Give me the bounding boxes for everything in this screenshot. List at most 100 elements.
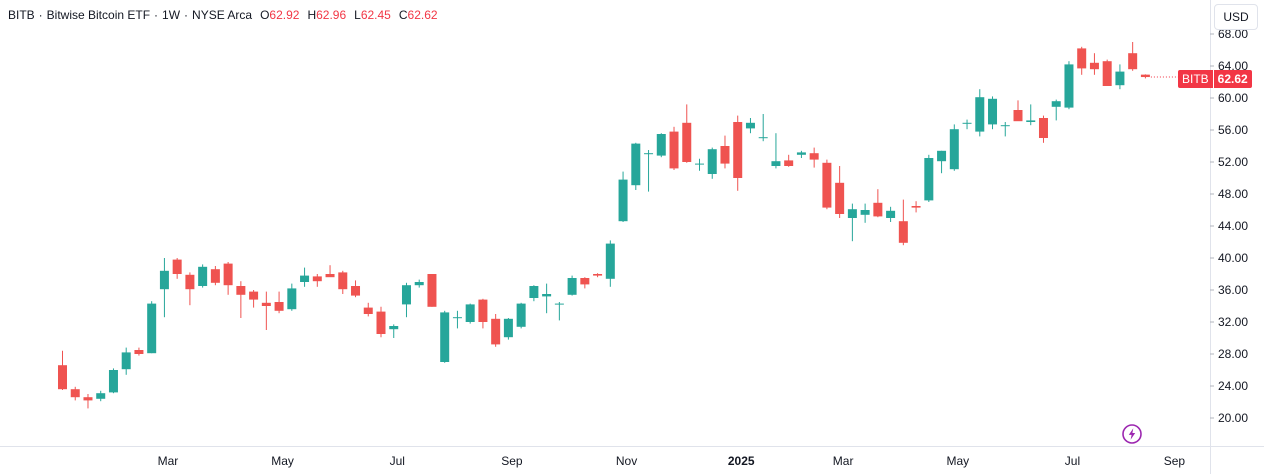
candle xyxy=(287,283,297,311)
candle xyxy=(835,166,845,218)
candle xyxy=(529,285,539,302)
y-tick-label: 20.00 xyxy=(1218,411,1248,425)
candle-body xyxy=(414,282,424,286)
candle xyxy=(796,150,806,158)
candle xyxy=(452,310,462,329)
candle-body xyxy=(669,131,679,169)
candle xyxy=(695,158,704,171)
candle-body xyxy=(1102,61,1112,86)
candle xyxy=(1128,42,1138,71)
candle xyxy=(325,265,335,278)
candle xyxy=(988,96,998,130)
candle xyxy=(351,280,361,298)
candle xyxy=(83,394,93,409)
candle-body xyxy=(988,98,998,125)
candle-body xyxy=(172,259,182,274)
candle-body xyxy=(121,352,131,370)
candle xyxy=(414,279,424,288)
candle xyxy=(784,154,794,167)
candle xyxy=(949,124,959,171)
candle-body xyxy=(440,312,450,362)
candle-body xyxy=(631,143,641,186)
candle-body xyxy=(287,288,297,310)
legend-low-value: 62.45 xyxy=(360,8,391,22)
y-tick-label: 60.00 xyxy=(1218,91,1248,105)
y-tick-label: 48.00 xyxy=(1218,187,1248,201)
legend-low-label: L xyxy=(354,8,361,22)
candle xyxy=(121,347,131,375)
candle xyxy=(962,119,972,130)
last-price-symbol: BITB xyxy=(1178,70,1213,88)
y-tick-label: 28.00 xyxy=(1218,347,1248,361)
x-tick-label: Sep xyxy=(1164,454,1186,468)
candle xyxy=(898,199,908,246)
candle-body xyxy=(401,285,411,305)
y-tick-label: 68.00 xyxy=(1218,27,1248,41)
candle-body xyxy=(389,326,399,330)
candle-body xyxy=(83,397,93,401)
candle-body xyxy=(873,202,883,217)
candle xyxy=(1115,64,1125,90)
candle-body xyxy=(567,278,577,295)
candle-body xyxy=(376,311,386,334)
candle-body xyxy=(1128,53,1138,70)
candle-body xyxy=(593,274,603,276)
x-tick-label: Jul xyxy=(390,454,405,468)
candle-body xyxy=(108,370,118,393)
candle-body xyxy=(682,122,692,162)
candle xyxy=(542,283,552,314)
candle xyxy=(975,89,985,137)
candle xyxy=(478,298,488,329)
candle xyxy=(873,189,883,218)
candle-body xyxy=(784,160,794,166)
candle-body xyxy=(147,303,157,354)
candle xyxy=(376,306,386,338)
candle-body xyxy=(198,266,208,286)
bolt-icon[interactable] xyxy=(1121,423,1143,445)
legend-name: Bitwise Bitcoin ETF xyxy=(46,8,151,22)
candle xyxy=(644,150,654,192)
x-tick-label: Mar xyxy=(158,454,179,468)
legend-separator: · xyxy=(38,8,43,22)
candle xyxy=(516,302,526,329)
candle-body xyxy=(796,152,806,155)
candle xyxy=(389,324,399,338)
y-tick-label: 24.00 xyxy=(1218,379,1248,393)
candle xyxy=(236,281,246,318)
currency-button[interactable]: USD xyxy=(1214,4,1258,30)
candle-body xyxy=(656,134,666,156)
candle-body xyxy=(1115,71,1125,86)
candle xyxy=(274,291,284,314)
candle-body xyxy=(452,317,462,319)
x-tick-label: May xyxy=(271,454,294,468)
candle xyxy=(631,142,641,190)
candle-body xyxy=(1026,120,1036,122)
candle xyxy=(465,303,475,324)
candle-body xyxy=(911,206,921,208)
candle-body xyxy=(949,129,959,170)
y-tick-label: 44.00 xyxy=(1218,219,1248,233)
candle xyxy=(96,390,106,402)
candle xyxy=(593,273,603,278)
candle-body xyxy=(1077,48,1087,69)
candle-body xyxy=(223,263,233,286)
candle-body xyxy=(809,153,819,160)
candle-body xyxy=(605,243,615,279)
candle-body xyxy=(70,389,80,398)
legend-interval: 1W xyxy=(162,8,181,22)
candle xyxy=(108,368,118,394)
candle xyxy=(656,133,666,158)
x-tick-label: Nov xyxy=(616,454,637,468)
x-tick-label: Sep xyxy=(501,454,523,468)
candle-body xyxy=(338,272,348,290)
candle xyxy=(172,258,182,279)
x-tick-label: May xyxy=(946,454,969,468)
candle-body xyxy=(1013,110,1023,122)
candle xyxy=(937,150,947,174)
candle-body xyxy=(516,303,526,327)
candle-body xyxy=(886,210,896,218)
candle-body xyxy=(924,158,934,201)
y-tick-label: 56.00 xyxy=(1218,123,1248,137)
candle-body xyxy=(542,294,552,297)
